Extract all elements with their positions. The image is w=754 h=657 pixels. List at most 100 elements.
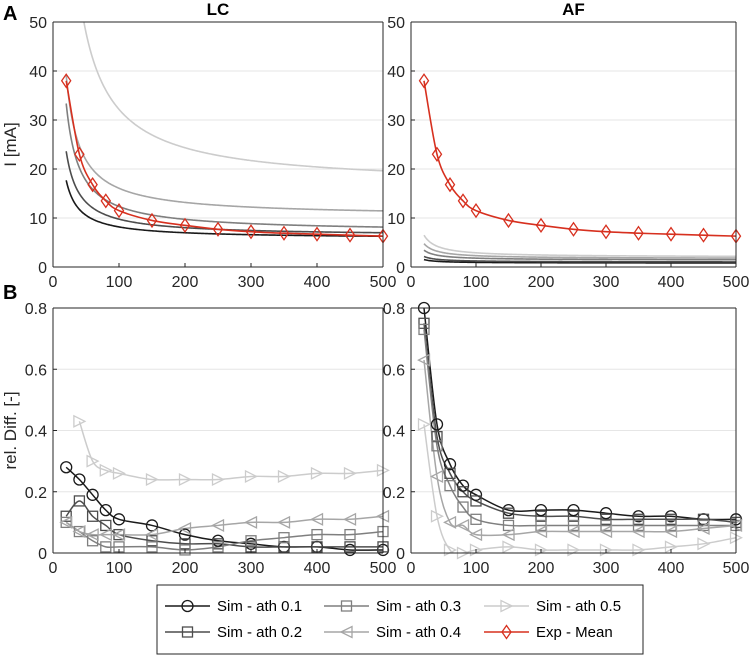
data-point-sim-ath-0-4 bbox=[599, 525, 613, 539]
data-point-sim-ath-0-3 bbox=[567, 519, 580, 532]
y-tick-label: 0 bbox=[38, 546, 47, 563]
data-point-sim-ath-0-5 bbox=[343, 466, 357, 480]
data-point-sim-ath-0-3 bbox=[212, 541, 224, 553]
data-point-sim-ath-0-4 bbox=[244, 515, 258, 529]
y-tick-label: 50 bbox=[29, 15, 47, 32]
data-point-exp-mean bbox=[698, 227, 709, 243]
data-point-sim-ath-0-5 bbox=[430, 509, 444, 523]
data-point-exp-mean bbox=[60, 73, 72, 89]
data-point-sim-ath-0-3 bbox=[311, 528, 323, 541]
x-tick-label: 400 bbox=[304, 560, 331, 577]
y-axis-label: rel. Diff. [-] bbox=[1, 391, 20, 469]
legend-entry: Sim - ath 0.5 bbox=[484, 598, 621, 615]
data-point-sim-ath-0-2 bbox=[146, 535, 158, 547]
series-line-sim-ath-0-3 bbox=[423, 249, 736, 261]
data-point-sim-ath-0-4 bbox=[469, 528, 483, 542]
legend-box bbox=[156, 584, 644, 655]
data-point-sim-ath-0-2 bbox=[444, 467, 456, 480]
data-point-sim-ath-0-4 bbox=[534, 525, 548, 539]
data-point-sim-ath-0-1 bbox=[145, 519, 159, 532]
data-point-sim-ath-0-4 bbox=[417, 353, 431, 367]
data-point-sim-ath-0-4 bbox=[145, 528, 159, 542]
data-point-sim-ath-0-4 bbox=[456, 518, 470, 532]
data-point-sim-ath-0-3 bbox=[444, 479, 456, 492]
data-point-exp-mean bbox=[311, 226, 323, 242]
y-tick-label: 50 bbox=[387, 15, 405, 32]
data-point-sim-ath-0-2 bbox=[502, 507, 515, 519]
data-point-sim-ath-0-4 bbox=[72, 525, 86, 539]
series-line-sim-ath-0-1 bbox=[423, 258, 736, 264]
y-tick-label: 0 bbox=[396, 546, 405, 563]
x-tick-label: 400 bbox=[658, 274, 685, 291]
series-line-sim-ath-0-4 bbox=[423, 243, 736, 259]
x-tick-label: 100 bbox=[106, 560, 133, 577]
x-tick-label: 100 bbox=[106, 274, 133, 291]
y-tick-label: 10 bbox=[387, 211, 405, 228]
x-tick-label: 200 bbox=[528, 274, 555, 291]
data-point-sim-ath-0-5 bbox=[145, 472, 159, 487]
data-point-sim-ath-0-2 bbox=[431, 430, 443, 443]
y-tick-label: 0.8 bbox=[383, 301, 405, 318]
data-point-exp-mean bbox=[418, 73, 430, 89]
y-tick-label: 40 bbox=[29, 64, 47, 81]
legend-marker bbox=[339, 625, 353, 639]
panel-title: LC bbox=[207, 0, 230, 19]
data-point-exp-mean bbox=[568, 221, 579, 237]
series-line-sim-ath-0-4 bbox=[65, 75, 383, 212]
data-point-sim-ath-0-4 bbox=[566, 525, 580, 539]
x-tick-label: 400 bbox=[658, 560, 685, 577]
data-point-exp-mean bbox=[245, 224, 257, 240]
data-point-exp-mean bbox=[444, 177, 456, 193]
data-point-sim-ath-0-5 bbox=[417, 417, 431, 431]
y-tick-label: 0.4 bbox=[25, 424, 47, 441]
legend-label: Sim - ath 0.5 bbox=[536, 598, 621, 615]
data-point-sim-ath-0-1 bbox=[567, 503, 580, 517]
data-point-sim-ath-0-2 bbox=[100, 519, 112, 532]
legend: Sim - ath 0.1 Sim - ath 0.2 Sim - ath 0.3 S… bbox=[156, 584, 644, 655]
data-point-sim-ath-0-4 bbox=[277, 515, 291, 529]
plot-area bbox=[65, 22, 383, 238]
series-line-sim-ath-0-2 bbox=[65, 500, 383, 548]
data-point-sim-ath-0-3 bbox=[600, 519, 612, 532]
series-line-sim-ath-0-2 bbox=[65, 151, 383, 234]
data-point-exp-mean bbox=[344, 227, 356, 243]
series-line-sim-ath-0-1 bbox=[65, 180, 383, 238]
x-tick-label: 500 bbox=[723, 560, 750, 577]
data-point-sim-ath-0-5 bbox=[178, 472, 192, 487]
legend-marker bbox=[501, 624, 512, 640]
data-point-exp-mean bbox=[146, 212, 158, 229]
y-tick-label: 0.6 bbox=[25, 362, 47, 379]
data-point-sim-ath-0-3 bbox=[418, 323, 430, 336]
data-point-sim-ath-0-1 bbox=[73, 473, 86, 486]
data-point-sim-ath-0-5 bbox=[86, 454, 100, 468]
data-point-exp-mean bbox=[431, 146, 443, 162]
y-tick-label: 0 bbox=[38, 260, 47, 277]
data-point-exp-mean bbox=[600, 224, 612, 240]
data-point-sim-ath-0-2 bbox=[457, 486, 469, 498]
plot-area bbox=[423, 80, 736, 264]
data-point-sim-ath-0-5 bbox=[244, 469, 258, 483]
data-point-sim-ath-0-4 bbox=[343, 512, 357, 526]
data-point-sim-ath-0-1 bbox=[443, 458, 457, 471]
data-point-sim-ath-0-4 bbox=[59, 515, 73, 529]
y-tick-label: 10 bbox=[29, 211, 47, 228]
data-point-exp-mean bbox=[503, 212, 514, 229]
y-tick-label: 20 bbox=[387, 162, 405, 179]
x-tick-label: 300 bbox=[238, 274, 265, 291]
data-point-exp-mean bbox=[179, 217, 191, 233]
x-tick-label: 200 bbox=[172, 560, 199, 577]
legend-marker bbox=[181, 626, 194, 638]
data-point-sim-ath-0-4 bbox=[310, 512, 324, 526]
x-tick-label: 500 bbox=[370, 274, 397, 291]
x-tick-label: 500 bbox=[723, 274, 750, 291]
data-point-sim-ath-0-2 bbox=[535, 510, 547, 522]
data-point-sim-ath-0-1 bbox=[86, 488, 99, 501]
legend-marker bbox=[340, 600, 353, 612]
y-tick-label: 0.6 bbox=[383, 362, 405, 379]
data-point-sim-ath-0-3 bbox=[502, 519, 515, 532]
data-point-sim-ath-0-2 bbox=[73, 495, 86, 507]
data-point-sim-ath-0-3 bbox=[665, 519, 677, 532]
data-point-sim-ath-0-3 bbox=[431, 440, 443, 452]
